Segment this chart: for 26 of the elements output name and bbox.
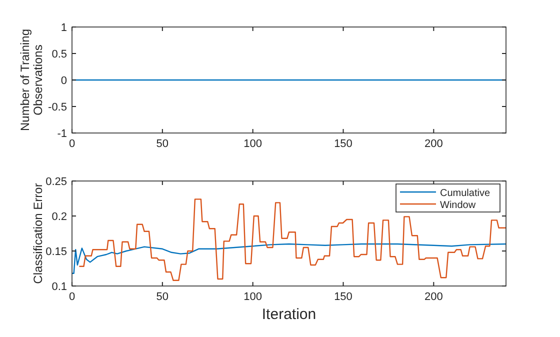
y-tick-label: 1	[60, 22, 67, 34]
x-tick-label: 0	[68, 291, 76, 303]
x-tick-label: 100	[244, 291, 262, 303]
legend-label: Window	[440, 200, 476, 211]
y-tick-label: -1	[57, 128, 67, 140]
x-tick-label: 200	[424, 291, 443, 303]
y-tick-label: 0.15	[46, 246, 67, 258]
line-series	[78, 198, 506, 281]
x-axis-title: Iteration	[262, 306, 316, 323]
y-axis-title: Classification Error	[31, 183, 45, 284]
x-tick-label: 0	[68, 138, 76, 150]
x-tick-label: 150	[334, 138, 352, 150]
line-series	[72, 243, 506, 274]
y-axis-title: Number of Training Observations	[18, 28, 45, 132]
x-tick-label: 200	[424, 138, 443, 150]
x-tick-label: 50	[156, 138, 169, 150]
y-tick-label: 0.2	[52, 211, 67, 223]
y-tick-label: 0.1	[52, 281, 67, 293]
y-tick-label: 0	[60, 75, 67, 87]
x-tick-label: 100	[244, 138, 262, 150]
y-tick-label: 0.5	[52, 48, 67, 60]
x-tick-label: 150	[334, 291, 352, 303]
y-tick-label: -0.5	[48, 102, 67, 114]
legend-label: Cumulative	[440, 188, 490, 199]
y-tick-label: 0.25	[46, 176, 67, 188]
x-tick-label: 50	[156, 291, 169, 303]
